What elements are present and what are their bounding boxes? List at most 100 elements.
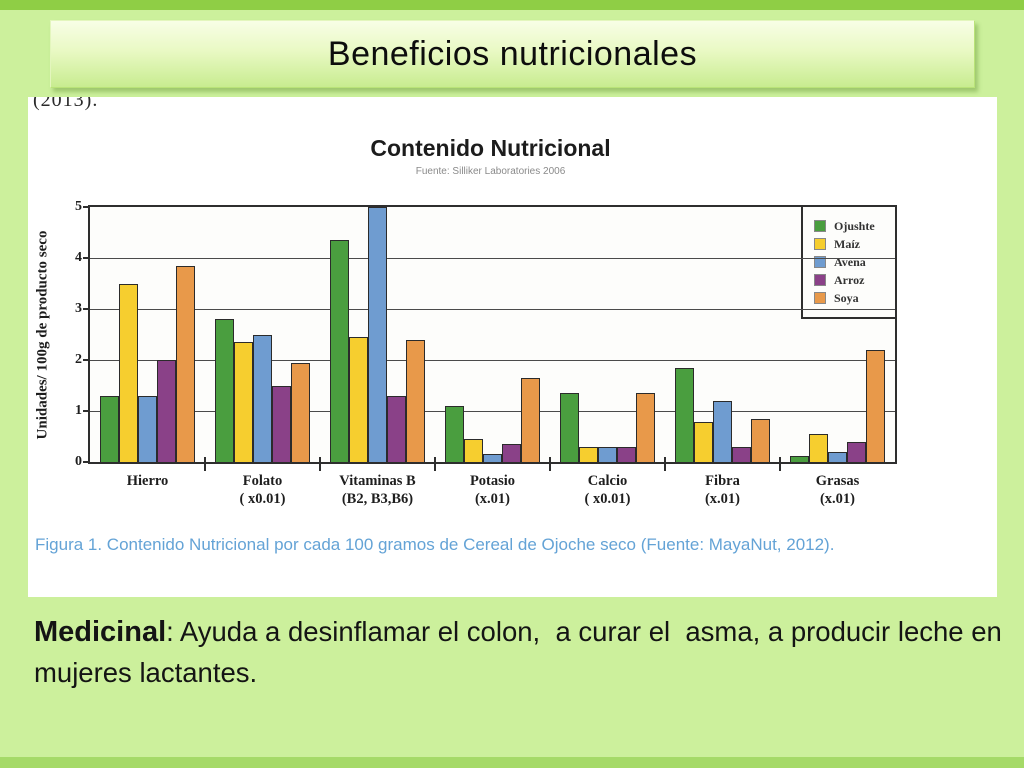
x-axis-category-label: Hierro	[127, 472, 169, 490]
x-axis-tick	[664, 457, 666, 471]
legend-swatch	[814, 274, 826, 286]
y-axis-tick	[83, 308, 90, 310]
bar-ojushte-grasas	[789, 455, 809, 462]
bar-maíz-folato	[233, 342, 253, 462]
slide-title-box: Beneficios nutricionales	[50, 20, 975, 88]
legend-item-soya: Soya	[814, 291, 891, 305]
legend-swatch	[814, 256, 826, 268]
legend-item-arroz: Arroz	[814, 273, 891, 287]
gridline	[90, 257, 895, 259]
category-name: Calcio	[587, 473, 628, 489]
category-multiplier: (x.01)	[474, 491, 511, 508]
bar-ojushte-hierro	[99, 395, 119, 462]
bar-soya-fibra	[751, 418, 771, 462]
slide-title: Beneficios nutricionales	[327, 34, 698, 73]
chart-subtitle: Fuente: Silliker Laboratories 2006	[415, 166, 566, 177]
bar-avena-folato	[252, 334, 273, 462]
bar-arroz-fibra	[732, 446, 752, 462]
y-axis-tick-label: 0	[75, 454, 82, 469]
y-axis-tick-label: 1	[75, 403, 82, 418]
bar-soya-vitaminas-b	[406, 339, 426, 462]
bar-soya-hierro	[176, 265, 196, 462]
figure-panel: (2013). Contenido Nutricional Fuente: Si…	[28, 97, 997, 597]
chart-title: Contenido Nutricional	[370, 135, 611, 161]
cropped-citation-text: (2013).	[33, 97, 99, 111]
legend-swatch	[814, 292, 826, 304]
y-axis-label: Unidades/ 100g de producto seco	[34, 230, 51, 439]
chart-legend: Ojushte Maíz Avena Arroz Soya	[801, 205, 897, 319]
legend-item-ojushte: Ojushte	[814, 219, 891, 233]
bar-ojushte-fibra	[674, 367, 694, 462]
bar-maíz-potasio	[463, 439, 483, 462]
category-name: Hierro	[126, 473, 169, 489]
x-axis-category-label: Vitaminas B (B2, B3,B6)	[339, 472, 415, 508]
category-multiplier: (x.01)	[704, 491, 741, 508]
bar-avena-potasio	[482, 454, 503, 462]
y-axis-tick	[83, 206, 90, 208]
category-name: Potasio	[469, 473, 516, 489]
gridline	[90, 359, 895, 361]
bar-maíz-vitaminas-b	[348, 337, 368, 462]
x-axis-tick	[434, 457, 436, 471]
legend-item-maíz: Maíz	[814, 237, 891, 251]
plot-area: Unidades/ 100g de producto seco Ojushte M…	[35, 199, 897, 507]
medicinal-paragraph: Medicinal: Ayuda a desinflamar el colon,…	[34, 612, 1014, 692]
x-axis-category-label: Folato ( x0.01)	[240, 472, 286, 508]
category-multiplier: (B2, B3,B6)	[341, 491, 414, 508]
legend-label: Ojushte	[834, 218, 875, 233]
x-axis-category-label: Grasas (x.01)	[816, 472, 860, 508]
x-axis-tick	[204, 457, 206, 471]
x-axis-category-label: Calcio ( x0.01)	[585, 472, 631, 508]
x-axis-category-label: Fibra (x.01)	[705, 472, 740, 508]
bar-arroz-vitaminas-b	[387, 395, 407, 462]
bar-avena-hierro	[137, 395, 158, 462]
x-axis-tick	[549, 457, 551, 471]
bottom-border-strip	[0, 757, 1024, 768]
x-axis-category-label: Potasio (x.01)	[470, 472, 515, 508]
bar-soya-grasas	[866, 349, 886, 462]
bar-maíz-grasas	[808, 433, 828, 462]
y-axis-tick-label: 4	[75, 250, 82, 265]
gridline	[90, 308, 895, 310]
top-border-strip	[0, 0, 1024, 10]
bar-avena-calcio	[597, 446, 618, 462]
bar-arroz-grasas	[847, 441, 867, 462]
bar-maíz-calcio	[578, 446, 598, 462]
bar-avena-fibra	[712, 400, 733, 462]
y-axis-tick	[83, 359, 90, 361]
bar-ojushte-folato	[214, 319, 234, 462]
bar-avena-vitaminas-b	[367, 207, 388, 462]
bar-arroz-potasio	[502, 444, 522, 462]
bar-arroz-hierro	[157, 360, 177, 462]
bar-ojushte-vitaminas-b	[329, 240, 349, 462]
category-multiplier: (x.01)	[819, 491, 856, 508]
category-name: Grasas	[815, 473, 860, 489]
medicinal-keyword: Medicinal	[34, 616, 167, 648]
bar-arroz-folato	[272, 385, 292, 462]
figure-caption: Figura 1. Contenido Nutricional por cada…	[35, 535, 835, 554]
y-axis-tick-label: 2	[75, 352, 82, 367]
category-name: Folato	[242, 473, 283, 489]
bar-maíz-fibra	[693, 422, 713, 462]
y-axis-tick	[83, 410, 90, 412]
bar-ojushte-potasio	[444, 405, 464, 462]
legend-swatch	[814, 220, 826, 232]
bar-soya-potasio	[521, 377, 541, 462]
legend-swatch	[814, 238, 826, 250]
gridline	[90, 410, 895, 412]
bar-avena-grasas	[827, 451, 848, 462]
bar-soya-folato	[291, 362, 311, 462]
category-name: Vitaminas B	[339, 473, 416, 489]
medicinal-text: : Ayuda a desinflamar el colon, a curar …	[34, 616, 1010, 689]
cropped-text-fragment: (2013).	[33, 97, 98, 118]
bar-arroz-calcio	[617, 446, 637, 462]
y-axis-tick	[83, 461, 90, 463]
x-axis-tick	[779, 457, 781, 471]
y-axis-tick-label: 5	[75, 199, 82, 214]
x-axis-tick	[319, 457, 321, 471]
legend-label: Arroz	[834, 272, 865, 287]
bar-soya-calcio	[636, 393, 656, 462]
legend-label: Soya	[834, 290, 859, 305]
category-multiplier: ( x0.01)	[239, 491, 286, 508]
